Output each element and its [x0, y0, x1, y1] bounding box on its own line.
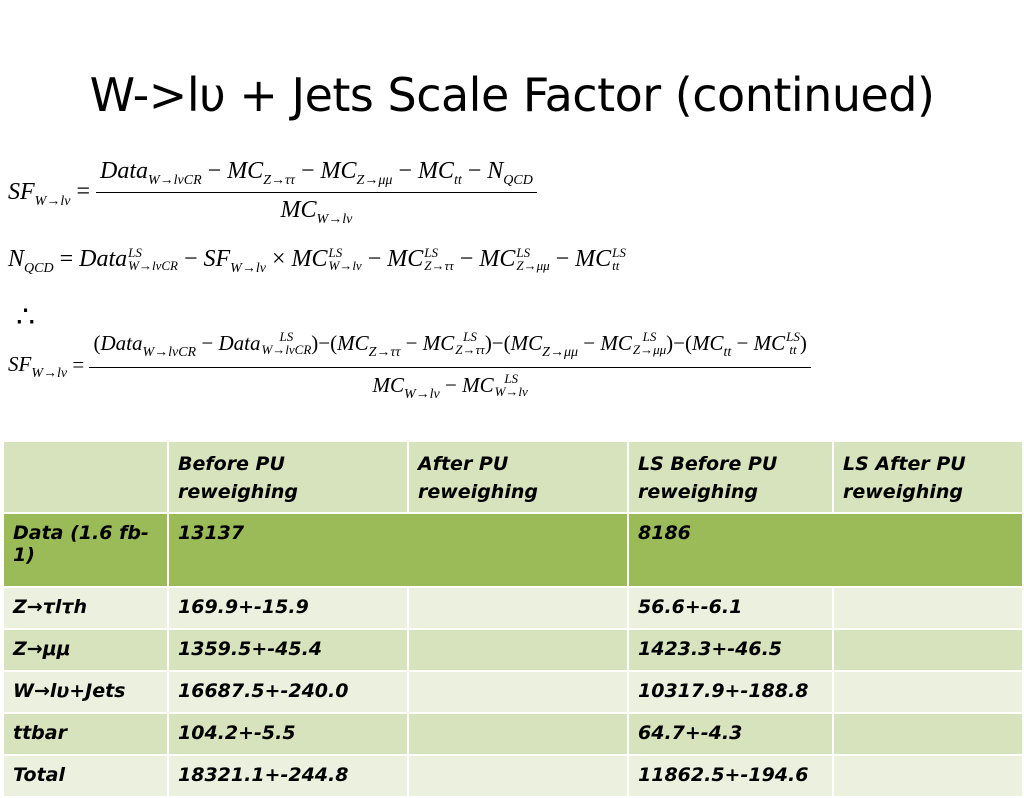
row-label: Z→μμ [2, 628, 169, 672]
cell-before: 104.2+-5.5 [167, 712, 409, 756]
row-label: Z→τlτh [2, 586, 169, 630]
cell-ls-after [832, 670, 1024, 714]
table-row: ttbar 104.2+-5.5 64.7+-4.3 [2, 712, 1024, 756]
header-ls-before-pu: LS Before PU reweighing [627, 440, 834, 514]
cell-before: 169.9+-15.9 [167, 586, 409, 630]
cell-ls-before: 56.6+-6.1 [627, 586, 834, 630]
eq1-denominator: MCW→lν [280, 197, 353, 227]
header-after-pu: After PU reweighing [407, 440, 629, 514]
cell-after [407, 628, 629, 672]
cell-after [407, 754, 629, 798]
table-row: Z→μμ 1359.5+-45.4 1423.3+-46.5 [2, 628, 1024, 672]
equation-nqcd: NQCD = Data LS W→lνCR − SFW→lν × MC LS W→lν … [8, 245, 626, 276]
cell-ls-before: 8186 [627, 512, 1024, 588]
cell-ls-before: 10317.9+-188.8 [627, 670, 834, 714]
header-ls-after-pu: LS After PU reweighing [832, 440, 1024, 514]
cell-before: 18321.1+-244.8 [167, 754, 409, 798]
header-cell-empty [2, 440, 169, 514]
cell-ls-before: 11862.5+-194.6 [627, 754, 834, 798]
therefore-symbol: ∴ [16, 301, 36, 334]
cell-after [407, 586, 629, 630]
table-row: W→lυ+Jets 16687.5+-240.0 10317.9+-188.8 [2, 670, 1024, 714]
row-label: ttbar [2, 712, 169, 756]
table-row: Total 18321.1+-244.8 11862.5+-194.6 [2, 754, 1024, 798]
row-label: Total [2, 754, 169, 798]
cell-ls-after [832, 712, 1024, 756]
cell-before: 13137 [167, 512, 629, 588]
cell-ls-after [832, 754, 1024, 798]
eq3-denominator: MCW→lν − MC LS W→lν [372, 371, 528, 402]
cell-ls-after [832, 628, 1024, 672]
row-label: Data (1.6 fb-1) [2, 512, 169, 588]
table-row: Data (1.6 fb-1) 13137 8186 [2, 512, 1024, 588]
cell-ls-before: 1423.3+-46.5 [627, 628, 834, 672]
eq1-numerator: DataW→lνCR − MCZ→ττ − MCZ→μμ − MCtt − NQ… [95, 158, 537, 193]
cell-after [407, 712, 629, 756]
eq3-numerator: (DataW→lνCR − Data LS W→lνCR)−(MCZ→ττ − MC… [89, 330, 811, 368]
table-row: Z→τlτh 169.9+-15.9 56.6+-6.1 [2, 586, 1024, 630]
cell-ls-after [832, 586, 1024, 630]
equation-sf-definition: SFW→lν = DataW→lνCR − MCZ→ττ − MCZ→μμ − … [8, 158, 537, 228]
header-before-pu: Before PU reweighing [167, 440, 409, 514]
cell-ls-before: 64.7+-4.3 [627, 712, 834, 756]
slide-title: W->lυ + Jets Scale Factor (continued) [89, 68, 935, 122]
results-table: Before PU reweighing After PU reweighing… [2, 440, 1024, 798]
eq3-fraction: (DataW→lνCR − Data LS W→lνCR)−(MCZ→ττ − MC… [89, 330, 811, 403]
cell-before: 16687.5+-240.0 [167, 670, 409, 714]
cell-before: 1359.5+-45.4 [167, 628, 409, 672]
eq1-fraction: DataW→lνCR − MCZ→ττ − MCZ→μμ − MCtt − NQ… [95, 158, 537, 228]
cell-after [407, 670, 629, 714]
row-label: W→lυ+Jets [2, 670, 169, 714]
table-header-row: Before PU reweighing After PU reweighing… [2, 440, 1024, 514]
equation-sf-solved: SFW→lν = (DataW→lνCR − Data LS W→lνCR)−(MC… [8, 330, 811, 403]
eq1-lhs: SFW→lν [8, 178, 71, 209]
